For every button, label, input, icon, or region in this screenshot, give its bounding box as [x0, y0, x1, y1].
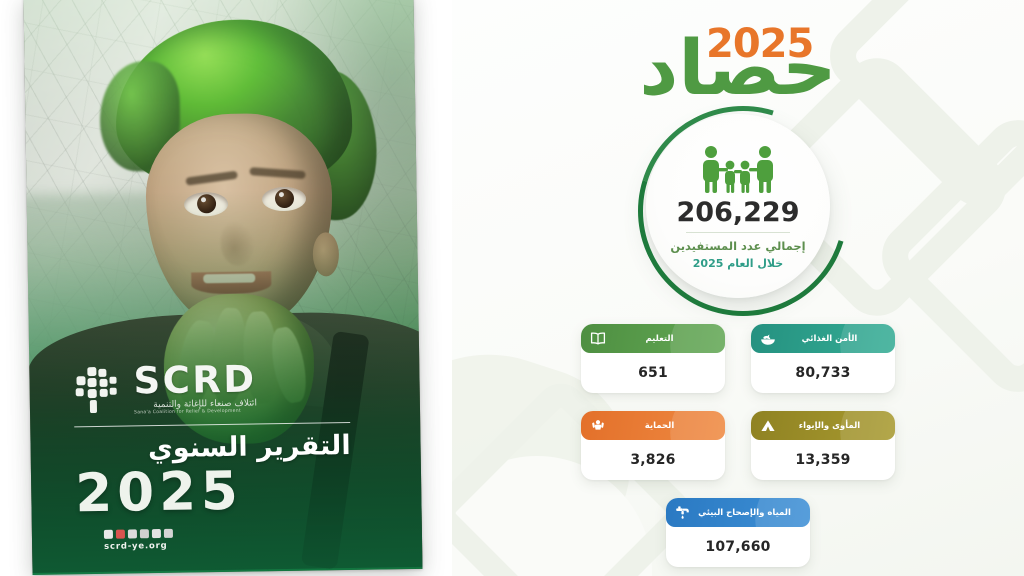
sector-card-education[interactable]: التعليم 651 — [581, 324, 725, 393]
sector-card-shelter[interactable]: المأوى والإيواء 13,359 — [751, 411, 895, 480]
social-icon — [103, 529, 114, 539]
report-title: التقرير السنوي — [147, 430, 351, 465]
sector-card-water-sanitation[interactable]: المياه والإصحاح البيئي 107,660 — [666, 498, 810, 567]
card-value: 107,660 — [705, 539, 771, 555]
card-value: 13,359 — [795, 452, 851, 468]
lockup-divider — [74, 421, 351, 428]
card-header: المأوى والإيواء — [751, 411, 895, 440]
card-label: الأمن الغذائي — [801, 333, 858, 344]
badge-divider — [686, 231, 790, 234]
sector-cards-grid: التعليم 651 — [452, 324, 1024, 576]
card-value: 80,733 — [795, 365, 851, 381]
open-book-icon — [589, 330, 607, 348]
org-abbreviation: SCRD — [133, 357, 257, 403]
card-value: 3,826 — [630, 452, 676, 468]
card-header: المياه والإصحاح البيئي — [666, 498, 810, 527]
badge-content: 206,229 إجمالي عدد المستفيدين خلال العام… — [646, 114, 830, 298]
card-header: الحماية — [581, 411, 725, 440]
card-header: التعليم — [581, 324, 725, 353]
logo-row: SCRD ائتلاف صنعاء للإغاثة والتنمية Sana'… — [73, 357, 374, 417]
social-icon — [139, 529, 149, 539]
logo-text: SCRD ائتلاف صنعاء للإغاثة والتنمية Sana'… — [133, 357, 257, 416]
social-icon — [115, 529, 126, 539]
total-beneficiaries-label: إجمالي عدد المستفيدين — [670, 239, 806, 254]
social-icon — [127, 529, 138, 539]
food-bowl-icon — [759, 330, 777, 348]
sector-card-protection[interactable]: الحماية 3,826 — [581, 411, 725, 480]
card-label: التعليم — [645, 333, 674, 344]
card-label: الحماية — [644, 420, 675, 431]
card-label: المأوى والإيواء — [798, 420, 861, 431]
social-icons-row — [103, 526, 376, 539]
page-title: حصاد — [639, 23, 838, 112]
card-label: المياه والإصحاح البيئي — [698, 507, 791, 518]
sector-card-food-security[interactable]: الأمن الغذائي 80,733 — [751, 324, 895, 393]
protecting-hands-icon — [589, 417, 607, 435]
poster-brand-lockup: SCRD ائتلاف صنعاء للإغاثة والتنمية Sana'… — [73, 357, 376, 553]
poster-pane: SCRD ائتلاف صنعاء للإغاثة والتنمية Sana'… — [0, 0, 452, 576]
org-name-english: Sana'a Coalition for Relief & Developmen… — [133, 408, 241, 416]
total-beneficiaries-value: 206,229 — [676, 196, 800, 228]
green-highlight-overlay — [23, 0, 417, 194]
total-beneficiaries-period: خلال العام 2025 — [692, 256, 784, 270]
scrd-logo-icon — [73, 366, 124, 413]
infographic-pane: حصاد 2025 — [452, 0, 1024, 576]
card-header: الأمن الغذائي — [751, 324, 895, 353]
infographic-title-block: حصاد 2025 — [452, 14, 1024, 106]
social-icon — [151, 529, 161, 539]
sector-cards-row: المياه والإصحاح البيئي 107,660 — [452, 498, 1024, 567]
tent-icon — [759, 417, 777, 435]
annual-report-poster: SCRD ائتلاف صنعاء للإغاثة والتنمية Sana'… — [23, 0, 423, 576]
card-value: 651 — [638, 365, 668, 381]
social-icon — [163, 528, 173, 538]
page-title-year: 2025 — [706, 21, 814, 67]
family-icon — [694, 145, 782, 195]
faucet-icon — [674, 504, 692, 522]
sector-cards-row: التعليم 651 — [452, 324, 1024, 393]
report-year: 2025 — [74, 460, 244, 525]
sector-cards-row: الحماية 3,826 المأوى والإيوا — [452, 411, 1024, 480]
total-beneficiaries-badge: 206,229 إجمالي عدد المستفيدين خلال العام… — [600, 68, 886, 354]
